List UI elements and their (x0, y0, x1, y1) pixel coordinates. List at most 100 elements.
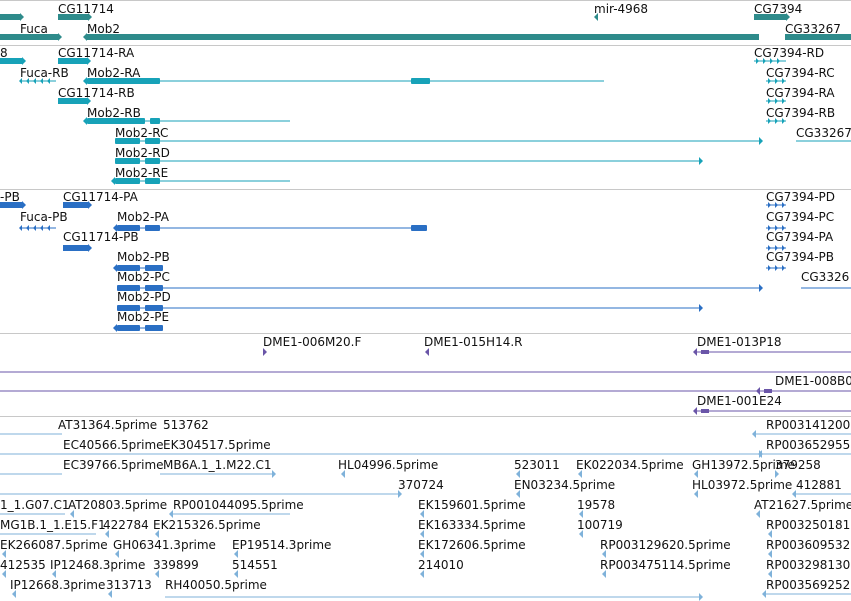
feature-label[interactable]: EK266087.5prime (0, 538, 108, 552)
feature-label[interactable]: CG11714-RB (58, 86, 135, 100)
feature-label[interactable]: 412535 (0, 558, 46, 572)
feature-marker (579, 510, 583, 518)
feature-label[interactable]: EK215326.5prime (153, 518, 261, 532)
feature-label[interactable]: 339899 (153, 558, 199, 572)
feature-label[interactable]: Mob2-PE (117, 310, 170, 324)
feature-label[interactable]: EK159601.5prime (418, 498, 526, 512)
feature-label[interactable]: DME1-006M20.F (263, 335, 362, 349)
feature-label[interactable]: CG7394-PC (766, 210, 835, 224)
feature-label[interactable]: DME1-008B0 (775, 374, 851, 388)
feature-label[interactable]: EC40566.5prime (63, 438, 164, 452)
feature-label[interactable]: CG11714-PA (63, 190, 138, 204)
feature-label[interactable]: RP001044095.5prime (173, 498, 304, 512)
exon-block (145, 138, 160, 144)
feature-label[interactable]: CG33267 (785, 22, 841, 36)
feature-label[interactable]: AT21627.5prime (754, 498, 851, 512)
feature-label[interactable]: Fuca-RB (20, 66, 69, 80)
strand-arrow (775, 245, 778, 251)
strand-arrow (111, 177, 115, 185)
feature-label[interactable]: HL03972.5prime (692, 478, 793, 492)
feature-bar (0, 14, 20, 20)
feature-label[interactable]: 100719 (577, 518, 623, 532)
feature-label[interactable]: DME1-015H14.R (424, 335, 523, 349)
feature-label[interactable]: CG7394-PD (766, 190, 836, 204)
feature-label[interactable]: Fuca-PB (20, 210, 68, 224)
feature-label[interactable]: Mob2-RA (87, 66, 141, 80)
feature-label[interactable]: Mob2-PA (117, 210, 169, 224)
feature-label[interactable]: CG7394-RD (754, 46, 825, 60)
feature-label[interactable]: RP003609532 (766, 538, 851, 552)
strand-arrow (40, 225, 43, 231)
feature-label[interactable]: 19578 (577, 498, 616, 512)
feature-label[interactable]: RP003652955 (766, 438, 851, 452)
feature-label[interactable]: CG33267 (796, 126, 851, 140)
feature-label[interactable]: Mob2-RB (87, 106, 141, 120)
feature-label[interactable]: 412881 (796, 478, 842, 492)
feature-label[interactable]: RP003141200 (766, 418, 851, 432)
feature-label[interactable]: -PB (0, 190, 20, 204)
feature-label[interactable]: 370724 (398, 478, 444, 492)
feature-label[interactable]: RP003569252 (766, 578, 851, 592)
feature-label[interactable]: MG1B.1_1.E15.F1 (0, 518, 106, 532)
feature-label[interactable]: RP003475114.5prime (600, 558, 731, 572)
feature-label[interactable]: IP12468.3prime (50, 558, 146, 572)
feature-label[interactable]: CG7394-RC (766, 66, 835, 80)
feature-label[interactable]: Fuca (20, 22, 48, 36)
strand-arrow (759, 137, 763, 145)
feature-label[interactable]: 422784 (103, 518, 149, 532)
feature-label[interactable]: CG11714-PB (63, 230, 139, 244)
feature-block (764, 389, 772, 393)
feature-label[interactable]: AT31364.5prime (58, 418, 158, 432)
feature-label[interactable]: EK163334.5prime (418, 518, 526, 532)
feature-label[interactable]: CG7394-RA (766, 86, 835, 100)
strand-arrow (758, 450, 762, 458)
feature-label[interactable]: mir-4968 (594, 2, 649, 16)
feature-label[interactable]: CG7394-PA (766, 230, 834, 244)
feature-label[interactable]: HL04996.5prime (338, 458, 439, 472)
feature-label[interactable]: Mob2-RD (115, 146, 170, 160)
strand-arrow (768, 245, 771, 251)
strand-arrow (775, 118, 778, 124)
feature-label[interactable]: 214010 (418, 558, 464, 572)
feature-label[interactable]: CG11714-RA (58, 46, 135, 60)
feature-label[interactable]: MB6A.1_1.M22.C1 (163, 458, 272, 472)
feature-label[interactable]: CG11714 (58, 2, 114, 16)
feature-label[interactable]: AT20803.5prime (68, 498, 168, 512)
strand-arrow (792, 490, 796, 498)
feature-label[interactable]: 514551 (232, 558, 278, 572)
feature-label[interactable]: CG3326 (801, 270, 850, 284)
feature-label[interactable]: 313713 (106, 578, 152, 592)
feature-label[interactable]: CG7394-RB (766, 106, 836, 120)
feature-label[interactable]: IP12668.3prime (10, 578, 106, 592)
feature-bar (0, 34, 58, 40)
feature-label[interactable]: CG7394-PB (766, 250, 835, 264)
feature-label[interactable]: GH13972.5prime (692, 458, 795, 472)
feature-label[interactable]: EK172606.5prime (418, 538, 526, 552)
feature-label[interactable]: Mob2-PC (117, 270, 170, 284)
feature-label[interactable]: 8 (0, 46, 8, 60)
feature-label[interactable]: 1_1.G07.C1 (0, 498, 70, 512)
feature-label[interactable]: Mob2 (87, 22, 120, 36)
feature-label[interactable]: RP003298130 (766, 558, 851, 572)
feature-label[interactable]: EP19514.3prime (232, 538, 332, 552)
feature-label[interactable]: EK022034.5prime (576, 458, 684, 472)
feature-label[interactable]: EK304517.5prime (163, 438, 271, 452)
feature-label[interactable]: DME1-001E24 (697, 394, 782, 408)
feature-marker (756, 510, 760, 518)
feature-label[interactable]: Mob2-PB (117, 250, 170, 264)
feature-label[interactable]: EN03234.5prime (514, 478, 616, 492)
feature-label[interactable]: 379258 (775, 458, 821, 472)
feature-label[interactable]: RH40050.5prime (165, 578, 267, 592)
feature-label[interactable]: RP003250181 (766, 518, 851, 532)
feature-label[interactable]: 513762 (163, 418, 209, 432)
feature-label[interactable]: EC39766.5prime (63, 458, 164, 472)
feature-label[interactable]: Mob2-PD (117, 290, 171, 304)
feature-label[interactable]: Mob2-RC (115, 126, 169, 140)
feature-label[interactable]: GH06341.3prime (113, 538, 216, 552)
feature-label[interactable]: CG7394 (754, 2, 803, 16)
feature-label[interactable]: 523011 (514, 458, 560, 472)
strand-arrow (22, 57, 26, 65)
feature-label[interactable]: DME1-013P18 (697, 335, 782, 349)
feature-label[interactable]: RP003129620.5prime (600, 538, 731, 552)
feature-label[interactable]: Mob2-RE (115, 166, 169, 180)
